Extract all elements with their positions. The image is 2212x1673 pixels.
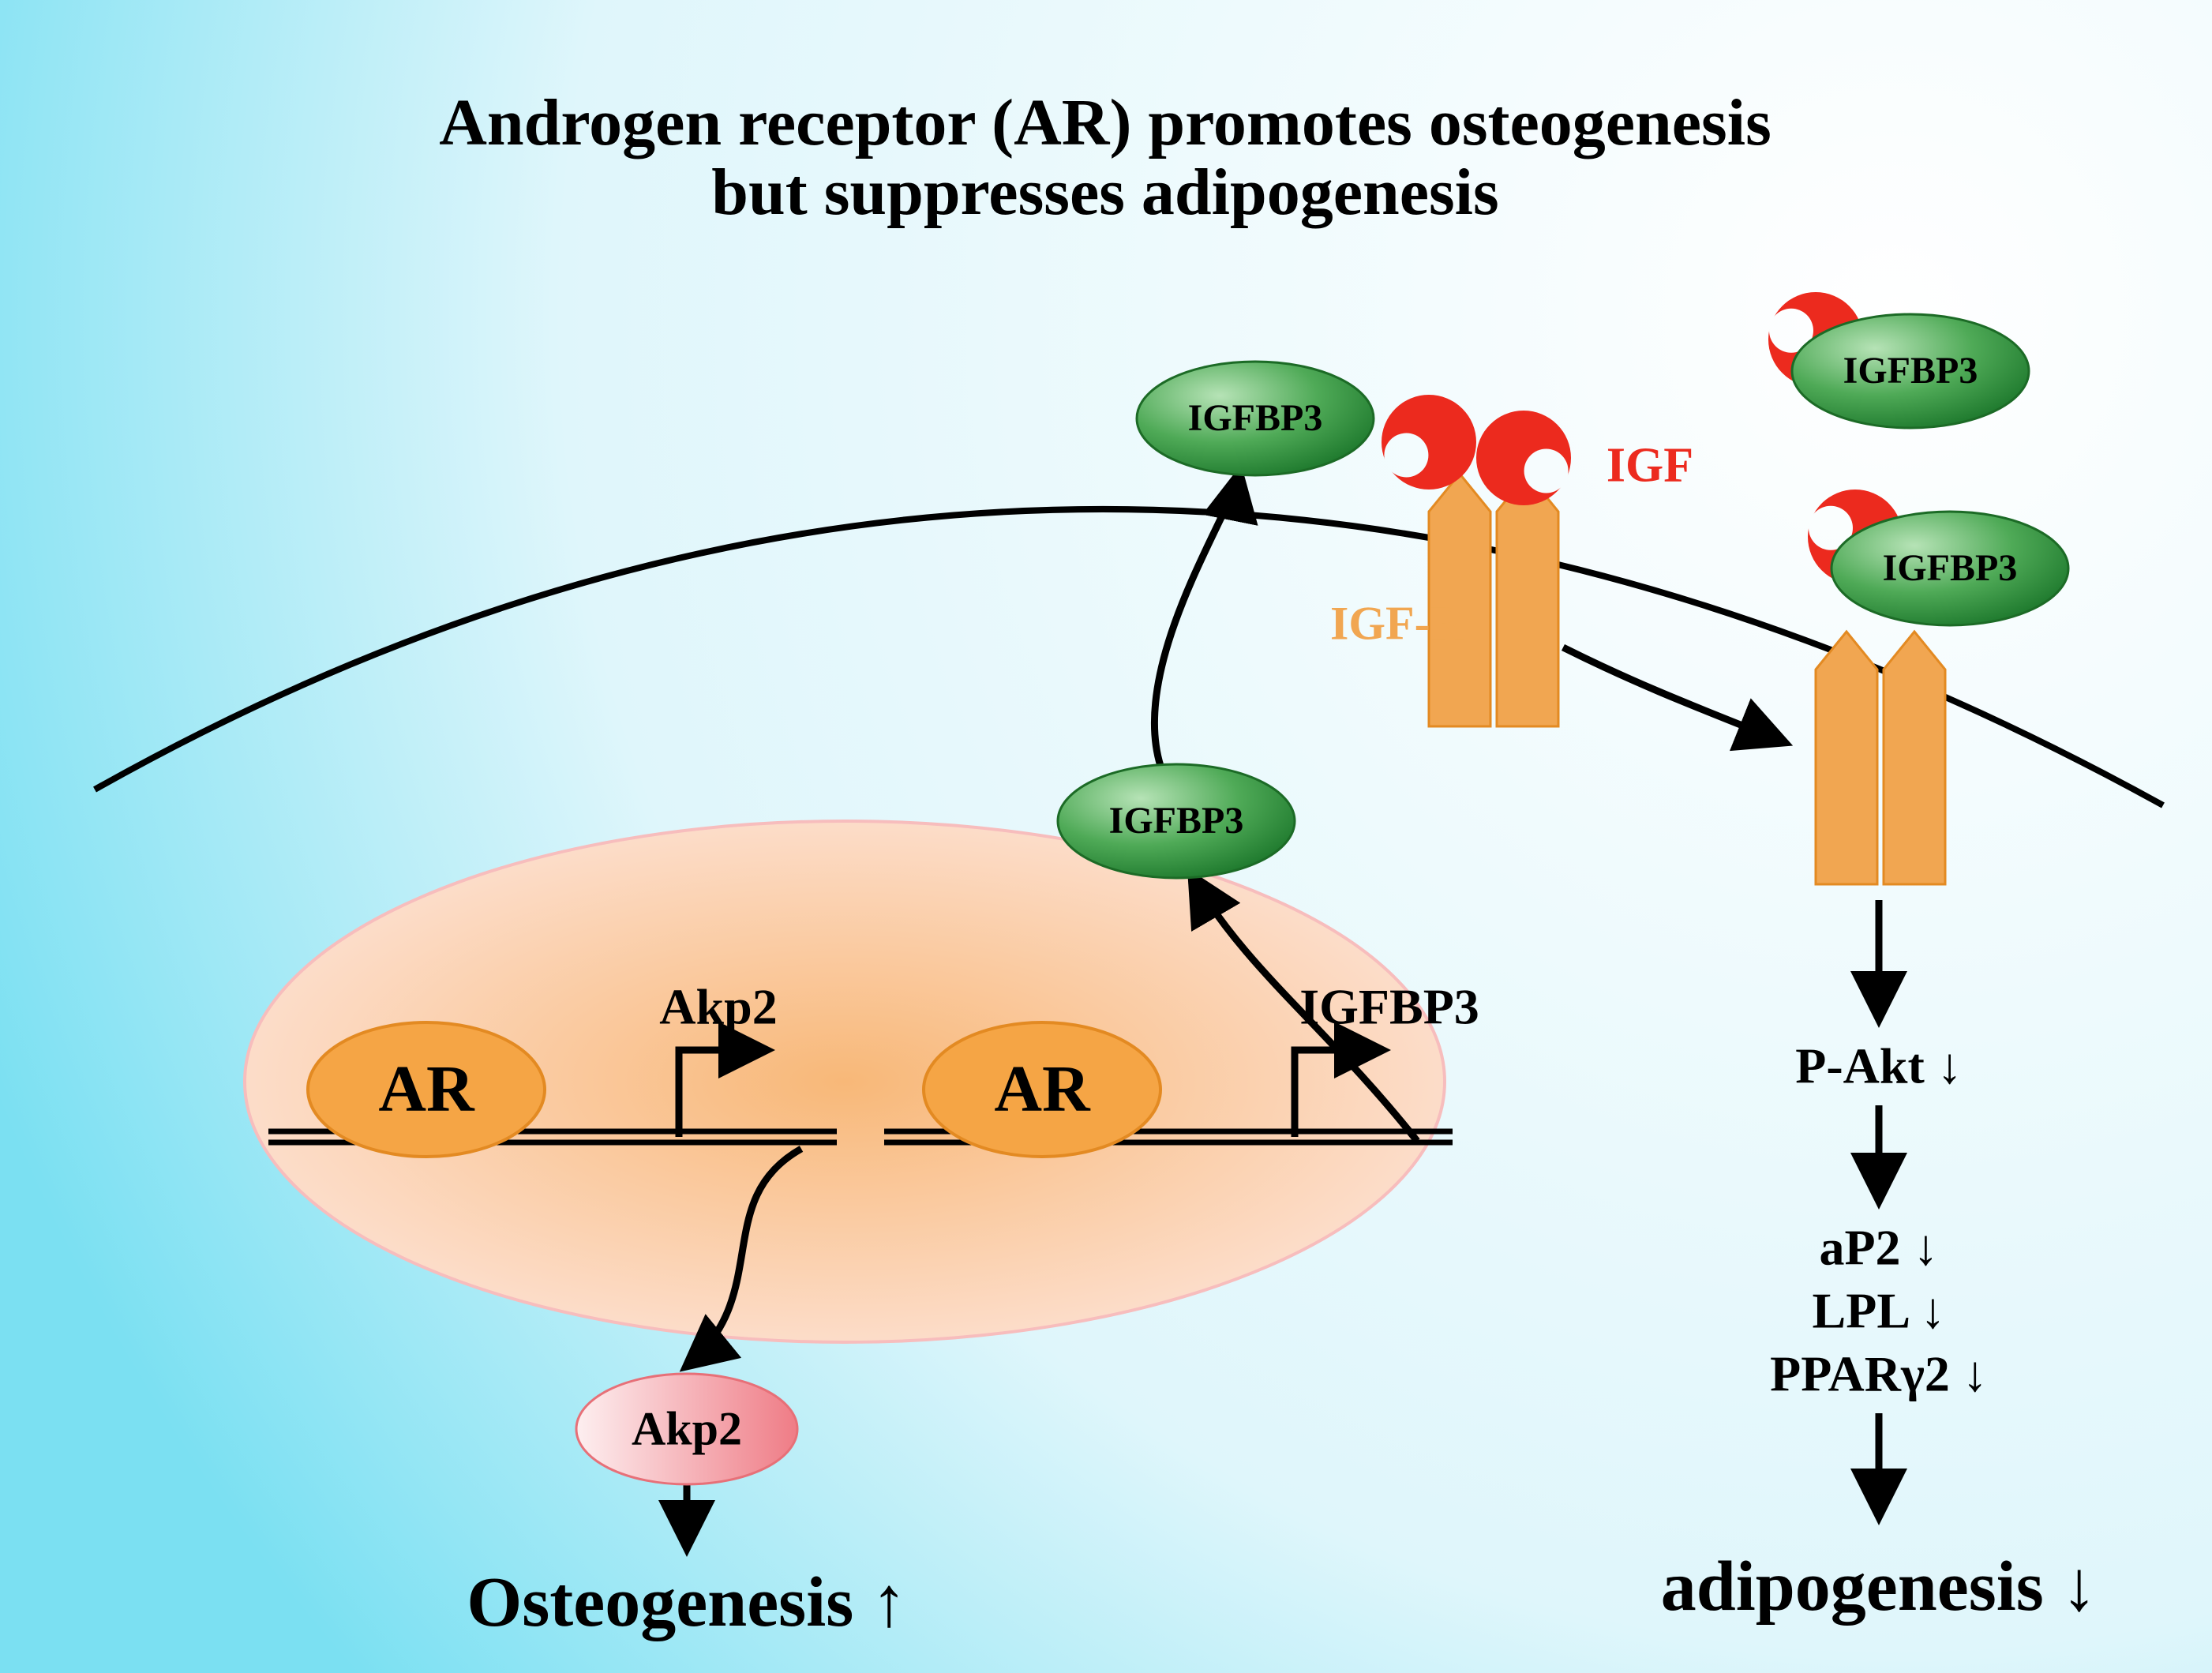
ar-right-label: AR <box>994 1055 1089 1124</box>
igf-receptor-unbound-a <box>1816 632 1877 884</box>
igfbp3-intracellular-label: IGFBP3 <box>1109 801 1244 841</box>
ar-left-label: AR <box>378 1055 474 1124</box>
promoter-igfbp3-label: IGFBP3 <box>1299 980 1479 1033</box>
igf-receptor-unbound-b <box>1884 632 1945 884</box>
igf-receptor-bound-b <box>1497 474 1558 726</box>
diagram-title: Androgen receptor (AR) promotes osteogen… <box>439 88 1771 227</box>
promoter-akp2-label: Akp2 <box>659 980 777 1033</box>
lpl-label: LPL ↓ <box>1813 1284 1946 1337</box>
pparg2-label: PPARγ2 ↓ <box>1770 1347 1988 1400</box>
igfbp3-extracellular-label: IGFBP3 <box>1188 399 1323 438</box>
igf-label: IGF <box>1607 440 1693 491</box>
igfbp3-bound-1-label: IGFBP3 <box>1843 351 1978 391</box>
adipogenesis-label: adipogenesis ↓ <box>1661 1550 2098 1625</box>
ap2-label: aP2 ↓ <box>1819 1221 1938 1274</box>
akp2-protein-label: Akp2 <box>632 1405 742 1454</box>
diagram-svg <box>0 0 2212 1673</box>
osteogenesis-label: Osteogenesis ↑ <box>467 1566 906 1641</box>
p-akt-label: P-Akt ↓ <box>1795 1039 1963 1092</box>
igf-r-label: IGF-R <box>1330 599 1464 649</box>
igfbp3-bound-2-label: IGFBP3 <box>1883 549 2018 588</box>
diagram-stage: Androgen receptor (AR) promotes osteogen… <box>0 0 2212 1673</box>
